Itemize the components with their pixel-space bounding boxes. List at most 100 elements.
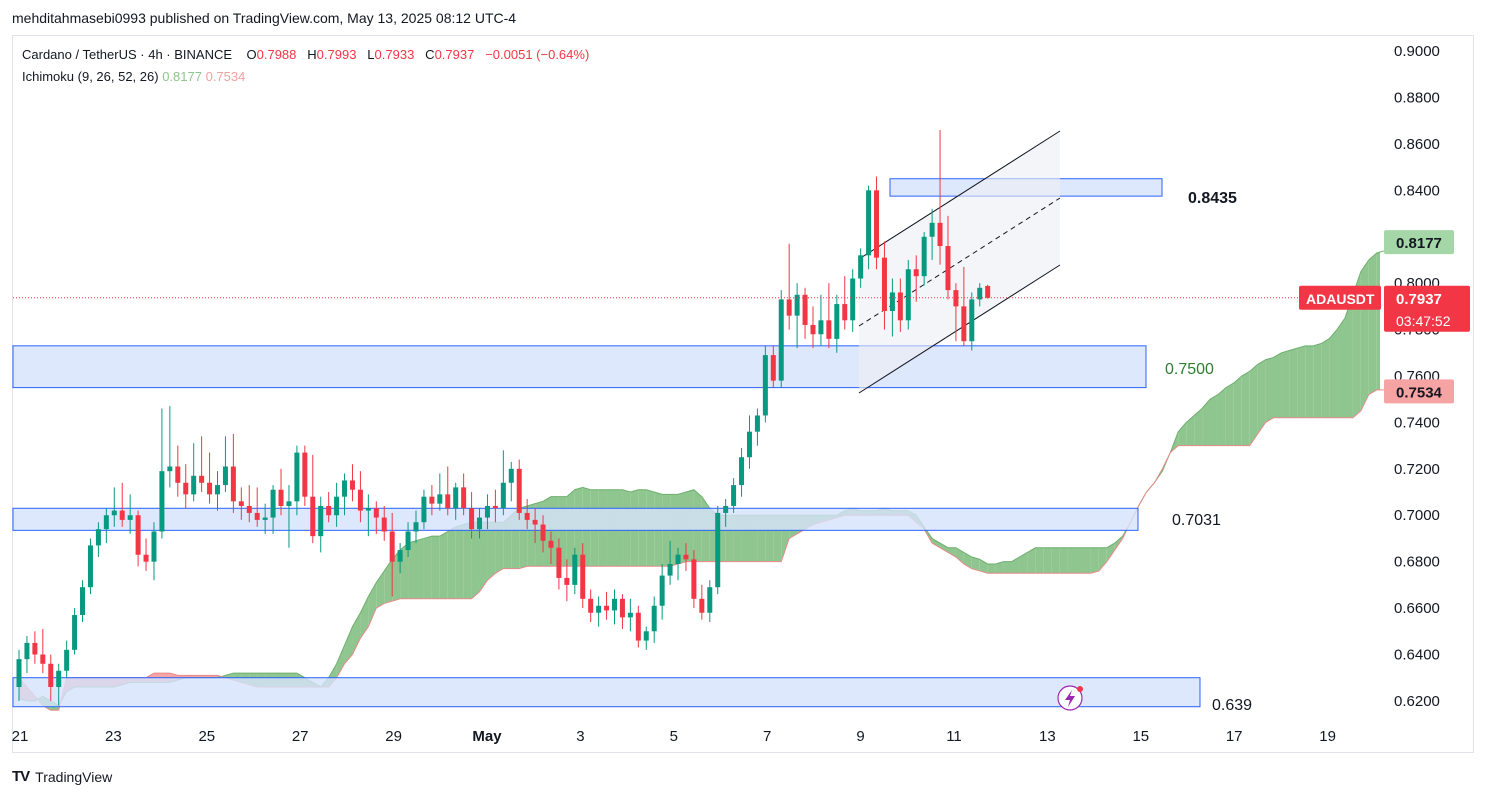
candle-body <box>905 269 911 321</box>
ichimoku-cloud-segment <box>1360 259 1369 411</box>
ichimoku-cloud-segment <box>193 675 202 678</box>
price-axis-tick: 0.9000 <box>1394 43 1440 60</box>
candle-body <box>159 471 165 532</box>
legend-indicator-row[interactable]: Ichimoku (9, 26, 52, 26) 0.8177 0.7534 <box>22 66 589 88</box>
price-chart[interactable]: 0.8435 0.7500 0.7031 0.639 0.9000 0.8800 0.860… <box>0 0 1488 760</box>
price-axis-tick: 0.6400 <box>1394 646 1440 663</box>
support-resistance-zone[interactable] <box>12 677 1201 708</box>
candle-body <box>87 545 93 588</box>
candle-body <box>119 510 125 520</box>
candle-body <box>413 522 419 532</box>
candle-body <box>651 605 657 632</box>
ichimoku-cloud-segment <box>1273 352 1282 418</box>
change-value: −0.0051 (−0.64%) <box>485 47 590 62</box>
ichimoku-cloud-segment <box>1217 387 1226 446</box>
footer-brand[interactable]: TV TradingView <box>12 768 112 785</box>
last-price-badge <box>1384 285 1470 332</box>
candle-body <box>842 304 848 321</box>
candle-body <box>746 431 752 458</box>
candle-body <box>453 487 459 509</box>
candle-body <box>596 605 602 613</box>
ichimoku-cloud-segment <box>1067 547 1076 574</box>
ichimoku-cloud-segment <box>979 559 988 574</box>
candle-body <box>707 587 713 613</box>
candle-body <box>429 496 435 504</box>
candle-body <box>548 540 554 548</box>
candle-body <box>826 320 832 339</box>
candle-body <box>405 531 411 551</box>
candle-body <box>342 480 348 497</box>
candle-body <box>977 287 983 300</box>
ichimoku-cloud-segment <box>1035 547 1044 574</box>
candle-body <box>572 554 578 585</box>
ichimoku-cloud-segment <box>932 538 941 548</box>
channel-upper-line[interactable] <box>858 130 1061 260</box>
price-axis-tick: 0.7000 <box>1394 507 1440 524</box>
candle-body <box>32 642 38 655</box>
ichimoku-cloud-segment <box>392 550 401 602</box>
candle-body <box>874 190 880 258</box>
candle-body <box>357 489 363 511</box>
candle-body <box>659 575 665 606</box>
open-value: 0.7988 <box>256 47 297 62</box>
price-axis-tick: 0.8800 <box>1394 90 1440 107</box>
ichimoku-cloud-segment <box>1043 547 1052 574</box>
symbol-title[interactable]: Cardano / TetherUS · 4h · BINANCE <box>22 47 233 62</box>
candle-body <box>945 246 951 291</box>
candle-body <box>524 512 530 520</box>
candle-body <box>373 508 379 518</box>
price-axis-tick: 0.7200 <box>1394 461 1440 478</box>
ichimoku-cloud-segment <box>1241 371 1250 446</box>
ichimoku-cloud-segment <box>201 675 210 678</box>
candle-body <box>627 612 633 618</box>
support-resistance-zone[interactable] <box>12 345 1147 389</box>
ichimoku-cloud-segment <box>463 522 472 599</box>
price-axis-tick: 0.6200 <box>1394 693 1440 710</box>
candle-body <box>699 598 705 613</box>
support-resistance-zone[interactable] <box>12 507 1139 531</box>
candle-body <box>937 222 943 247</box>
ichimoku-cloud-segment <box>1090 547 1099 574</box>
ichimoku-cloud-segment <box>1075 547 1083 574</box>
candle-body <box>881 257 887 312</box>
time-axis-tick: 11 <box>946 728 962 745</box>
channel-lower-line[interactable] <box>858 264 1061 394</box>
zone-level-label: 0.7031 <box>1172 512 1221 529</box>
ichimoku-cloud-segment <box>384 559 393 604</box>
ichimoku-cloud-segment <box>987 563 996 574</box>
candle-body <box>40 654 46 664</box>
ichimoku-cloud-segment <box>1257 359 1266 435</box>
legend-ohlc-row[interactable]: Cardano / TetherUS · 4h · BINANCE O0.798… <box>22 44 589 66</box>
ichimoku-cloud-segment <box>1233 376 1242 446</box>
candle-body <box>516 468 522 513</box>
ichimoku-lag-price-badge <box>1384 379 1454 404</box>
bar-countdown-label: 03:47:52 <box>1396 313 1451 329</box>
chart-frame <box>12 35 1474 753</box>
event-notification-dot-icon <box>1077 686 1083 692</box>
ichimoku-cloud-segment <box>1194 408 1203 446</box>
ichimoku-cloud-segment <box>1337 317 1345 418</box>
price-axis-tick: 0.6600 <box>1394 600 1440 617</box>
time-axis-tick: 29 <box>385 728 402 745</box>
candle-body <box>921 236 927 277</box>
candle-body <box>612 598 617 611</box>
symbol-tag-badge[interactable] <box>1299 285 1381 310</box>
indicator-title[interactable]: Ichimoku (9, 26, 52, 26) <box>22 69 159 84</box>
indicator-value-lag: 0.7534 <box>205 69 246 84</box>
ichimoku-cloud-segment <box>1265 357 1274 423</box>
candle-body <box>334 496 340 516</box>
candle-body <box>461 487 467 509</box>
ichimoku-cloud-segment <box>1210 394 1218 446</box>
candle-body <box>858 255 864 279</box>
candle-body <box>715 512 721 588</box>
candle-body <box>397 550 403 562</box>
candle-body <box>286 501 292 506</box>
candle-body <box>326 505 332 516</box>
ichimoku-lag-price-label: 0.7534 <box>1396 384 1443 401</box>
time-axis-tick: 13 <box>1039 728 1056 745</box>
candle-body <box>135 515 141 555</box>
ichimoku-cloud-segment <box>1305 345 1314 418</box>
ichimoku-cloud-segment <box>1202 399 1210 446</box>
low-value: 0.7933 <box>374 47 415 62</box>
candle-body <box>754 415 760 432</box>
